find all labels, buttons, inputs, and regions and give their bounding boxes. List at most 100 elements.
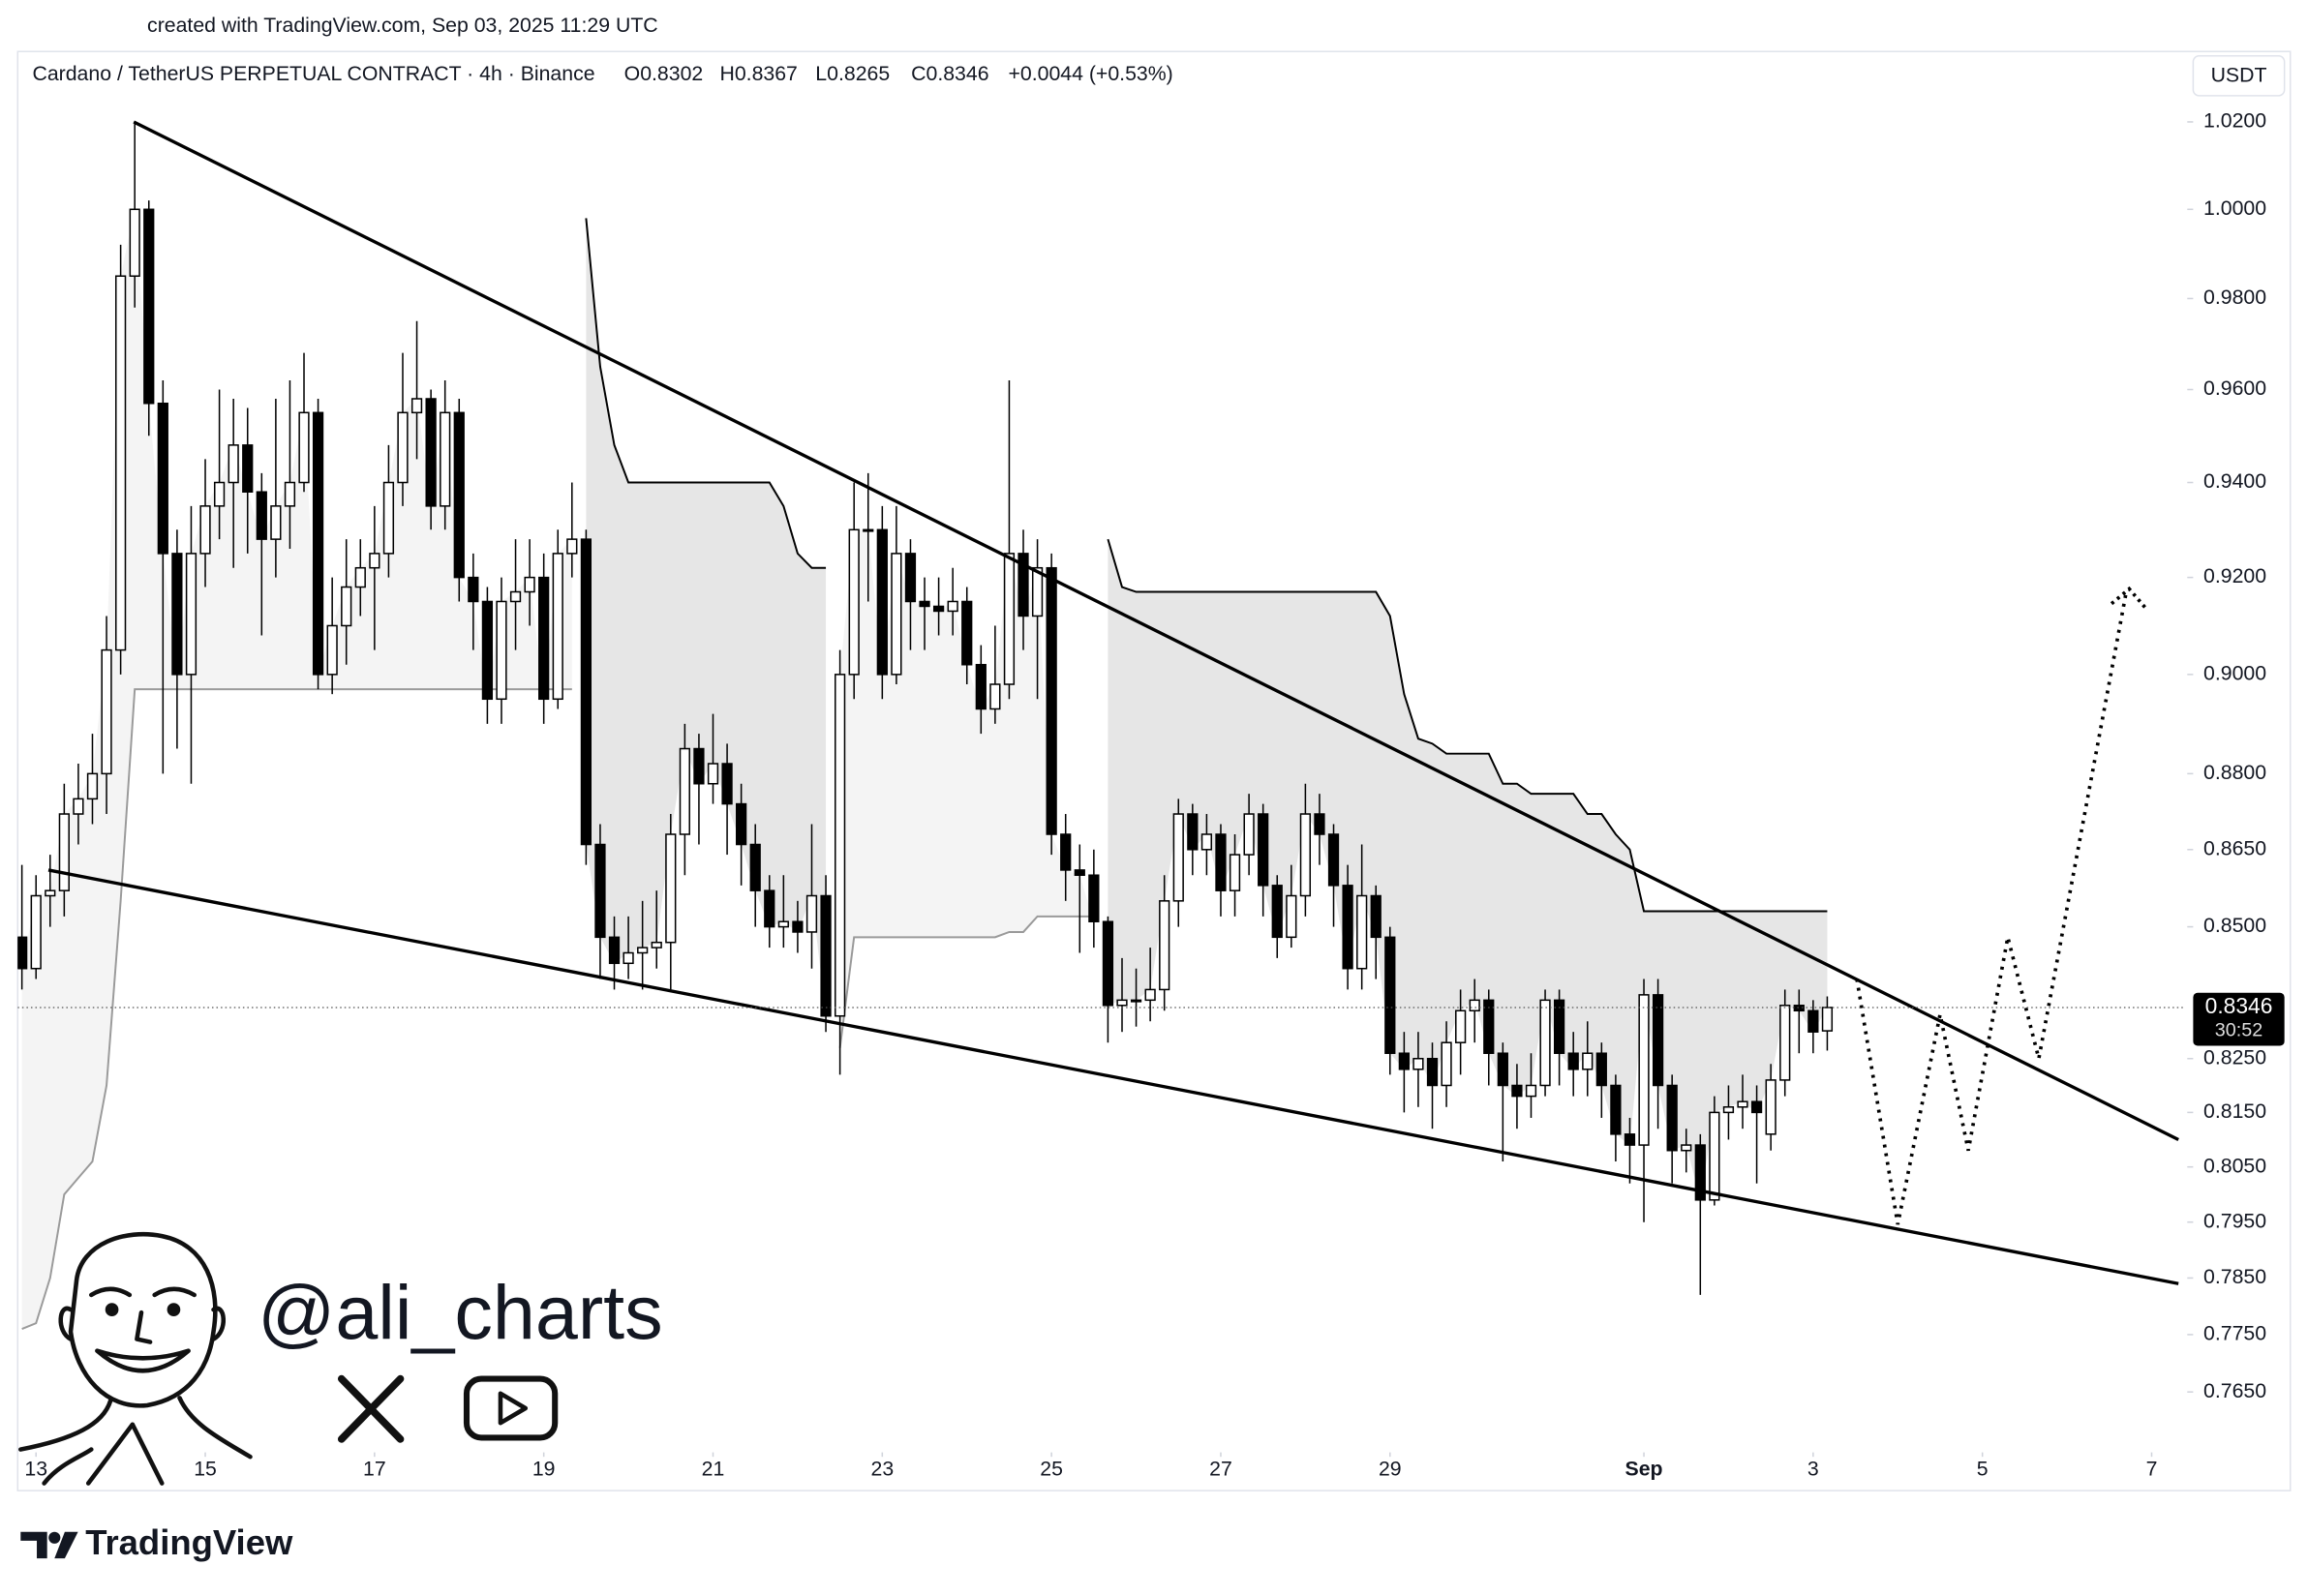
candle-body: [904, 553, 917, 603]
candle-body: [1750, 1100, 1763, 1114]
projection-arrow: [2110, 586, 2148, 611]
plot-area: [17, 120, 2185, 1330]
chart-frame: [16, 50, 2292, 1491]
candle-body: [749, 843, 761, 891]
candle-body: [341, 586, 352, 627]
candle-body: [1821, 1007, 1834, 1032]
candle-body: [1793, 1005, 1805, 1012]
candle-body: [213, 481, 226, 507]
y-tick-label: 0.9200: [2203, 564, 2266, 587]
candle-body: [975, 663, 987, 710]
candle-body: [1610, 1084, 1622, 1135]
candle-body: [1483, 999, 1495, 1054]
candle-body: [608, 936, 621, 965]
x-tick-label: 13: [24, 1457, 47, 1480]
candle-body: [86, 772, 99, 800]
y-tick-label: 0.7850: [2203, 1265, 2266, 1288]
x-tick-label: Sep: [1625, 1457, 1663, 1480]
candle-body: [1709, 1111, 1720, 1201]
x-tick-label: 5: [1977, 1457, 1989, 1480]
axes: 1.0200 1.0000 0.9800 0.9600 0.9400 0.9200 0.90…: [24, 109, 2285, 1480]
candle-body: [1314, 813, 1325, 835]
candle-body: [820, 894, 832, 1017]
x-tick-label: 21: [702, 1457, 725, 1480]
candle-body: [876, 528, 888, 676]
candle-body: [369, 553, 380, 569]
candle-body: [1426, 1057, 1439, 1087]
candle-body: [382, 481, 395, 555]
candle-body: [947, 600, 958, 613]
candle-body: [1455, 1009, 1467, 1043]
legend-low: L0.8265: [815, 62, 890, 85]
candle-body: [594, 843, 606, 939]
y-tick-label: 0.7750: [2203, 1322, 2266, 1345]
candle-body: [1694, 1144, 1706, 1201]
candle-body: [1243, 813, 1255, 856]
candle-body: [1737, 1100, 1748, 1108]
y-tick-label: 0.7650: [2203, 1379, 2266, 1402]
candle-body: [792, 920, 804, 933]
chart-title: Cardano / TetherUS PERPETUAL CONTRACT · …: [32, 62, 594, 85]
candle-body: [256, 491, 267, 540]
y-tick-label: 0.8650: [2203, 836, 2266, 859]
candle-body: [101, 648, 112, 775]
candle-body: [1441, 1041, 1452, 1087]
band-line: [21, 688, 572, 1330]
candle-body: [1398, 1052, 1410, 1070]
candle-body: [1765, 1079, 1777, 1135]
candle-body: [679, 747, 690, 835]
band-fill: [586, 218, 827, 1016]
x-tick-label: 19: [532, 1457, 556, 1480]
candle-body: [919, 600, 930, 608]
candle-body: [440, 411, 451, 507]
candle-body: [891, 553, 902, 676]
candle-body: [1130, 999, 1142, 1003]
candle-body: [1215, 833, 1227, 891]
candle-body: [73, 798, 84, 815]
y-tick-label: 0.8800: [2203, 761, 2266, 784]
candle-body: [481, 600, 494, 701]
projection: [1855, 591, 2129, 1225]
band-line: [838, 915, 1094, 1048]
watermark: @ali_charts: [258, 1269, 663, 1355]
credit: created with TradingView.com, Sep 03, 20…: [147, 14, 658, 37]
candle-body: [17, 936, 28, 970]
brand: TradingView: [85, 1522, 293, 1562]
candle-body: [1624, 1133, 1636, 1146]
legend-high: H0.8367: [719, 62, 797, 85]
avatar: [18, 1231, 253, 1486]
x-tick-label: 7: [2146, 1457, 2158, 1480]
candle-body: [1553, 999, 1565, 1054]
candle-body: [524, 576, 535, 593]
candle-body: [1116, 999, 1128, 1007]
candle-body: [171, 553, 183, 676]
last-price-box: [2193, 992, 2285, 1046]
candle-body: [1807, 1009, 1819, 1033]
candle-body: [707, 763, 719, 785]
y-tick-label: 0.8050: [2203, 1154, 2266, 1177]
candle-body: [326, 624, 338, 676]
y-tick-label: 0.8500: [2203, 914, 2266, 937]
x-tick-label: 17: [363, 1457, 386, 1480]
candle-body: [58, 813, 70, 891]
candle-body: [1060, 833, 1072, 871]
candle-body: [1031, 566, 1044, 617]
candle-body: [312, 411, 324, 676]
candle-body: [496, 600, 507, 701]
legend-open: O0.8302: [624, 62, 704, 85]
currency-box[interactable]: [2192, 55, 2286, 97]
candle-body: [1088, 874, 1100, 922]
candle-body: [1497, 1052, 1508, 1087]
candle-body: [228, 444, 239, 484]
currency[interactable]: USDT: [2211, 64, 2267, 87]
band-line: [1107, 538, 1828, 913]
x-tick-label: 25: [1040, 1457, 1063, 1480]
candle-body: [1200, 833, 1213, 851]
candle-body: [270, 505, 282, 540]
candle-body: [157, 403, 168, 555]
candle-body: [1342, 885, 1353, 970]
candle-body: [1271, 885, 1283, 939]
candle-body: [453, 411, 465, 579]
candle-body: [1046, 566, 1057, 835]
